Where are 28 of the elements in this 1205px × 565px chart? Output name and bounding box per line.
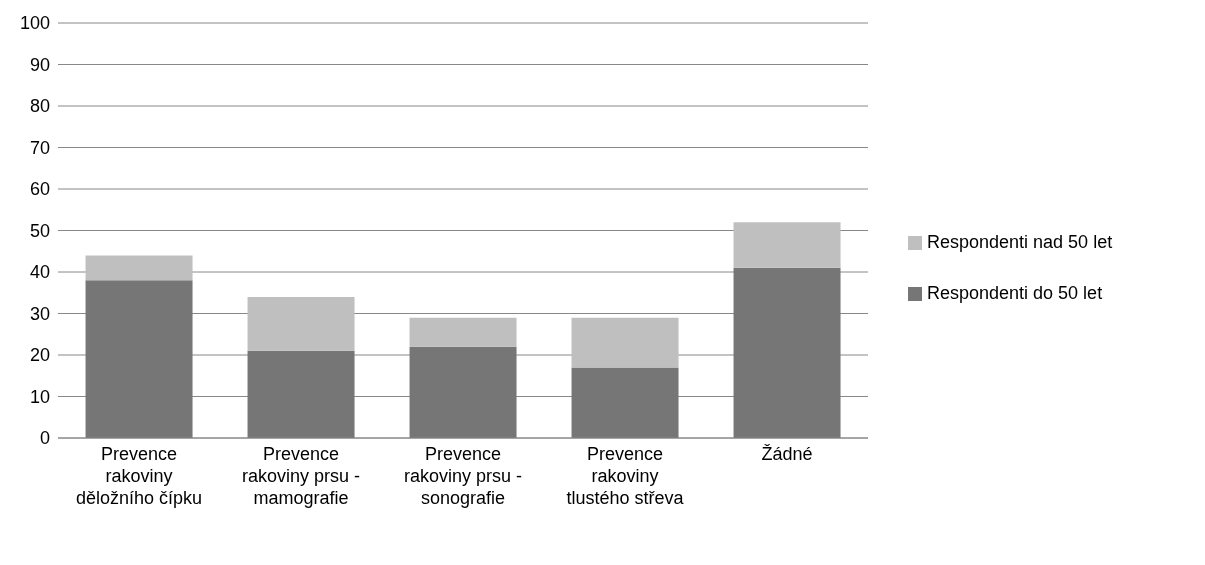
bar xyxy=(85,255,193,281)
x-tick-label: Prevence rakoviny prsu - sonografie xyxy=(403,444,523,508)
x-tick-label: Prevence rakoviny tlustého střeva xyxy=(566,444,685,508)
bar xyxy=(409,346,517,438)
bar xyxy=(571,317,679,368)
y-tick-label: 50 xyxy=(29,220,50,241)
x-tick-label: Prevence rakoviny děložního čípku xyxy=(75,444,203,508)
bar xyxy=(733,267,841,438)
y-tick-label: 100 xyxy=(19,13,50,34)
legend-label: Respondenti nad 50 let xyxy=(927,232,1113,253)
y-tick-label: 30 xyxy=(29,303,50,324)
y-tick-label: 10 xyxy=(29,386,50,407)
y-tick-label: 40 xyxy=(29,262,50,283)
y-tick-label: 20 xyxy=(29,345,50,366)
y-tick-label: 80 xyxy=(29,96,50,117)
y-tick-label: 60 xyxy=(29,179,50,200)
y-tick-label: 0 xyxy=(39,428,50,449)
bar xyxy=(733,222,841,268)
bar xyxy=(247,296,355,351)
legend-label: Respondenti do 50 let xyxy=(927,283,1103,304)
bar xyxy=(247,350,355,438)
x-tick-label: Žádné xyxy=(761,444,813,464)
y-tick-label: 90 xyxy=(29,54,50,75)
x-tick-label: Prevence rakoviny prsu - mamografie xyxy=(241,444,361,508)
bar xyxy=(85,280,193,438)
bar xyxy=(571,367,679,438)
y-tick-label: 70 xyxy=(29,137,50,158)
bar xyxy=(409,317,517,347)
